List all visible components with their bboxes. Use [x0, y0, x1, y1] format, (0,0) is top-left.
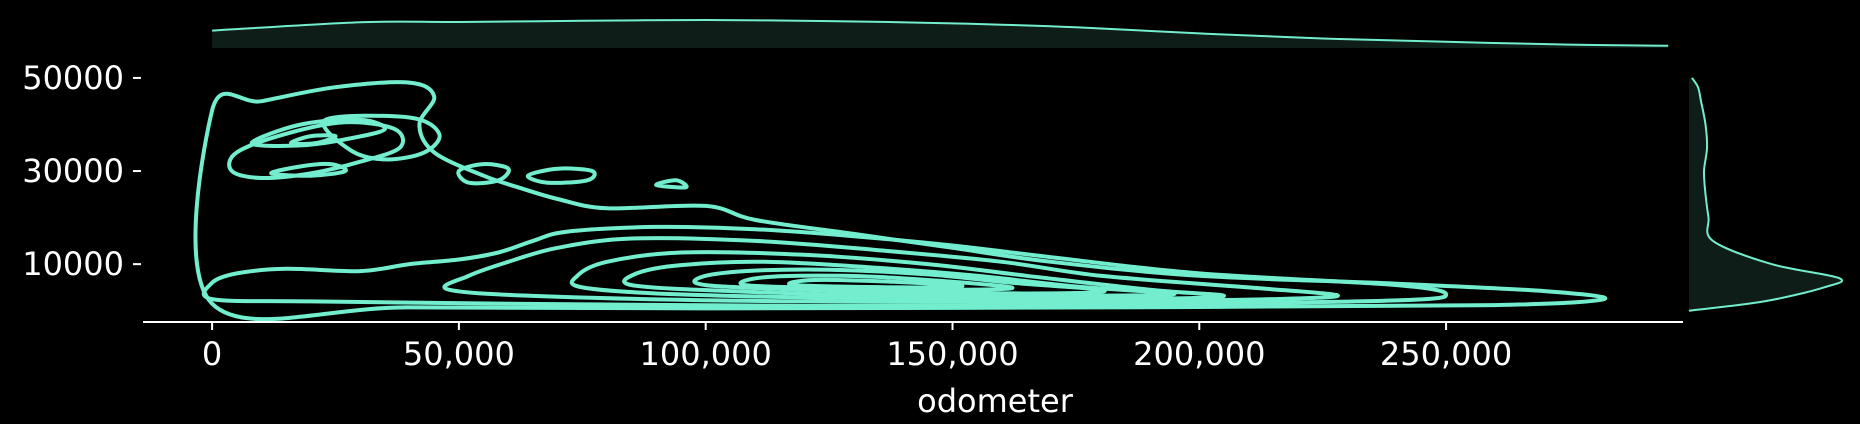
y-marginal-line: [1688, 77, 1844, 312]
x-tick-label: 50,000: [403, 335, 515, 373]
x-marginal-line: [212, 18, 1669, 47]
kde-contour-13: [525, 166, 597, 185]
y-tick-label: 50000: [22, 59, 124, 97]
kde-contour-12: [289, 133, 338, 146]
y-axis-ticks: 10000 30000 50000: [22, 59, 141, 283]
x-tick-label: 250,000: [1380, 335, 1512, 373]
kde-contour-16: [654, 178, 689, 190]
kde-contour-3: [442, 236, 1340, 304]
kde-contour-4: [569, 250, 1226, 302]
x-marginal-density: [212, 18, 1669, 48]
kde-contour-2: [201, 224, 1449, 309]
x-tick-label: 100,000: [640, 335, 772, 373]
x-tick-label: 0: [202, 335, 222, 373]
kde-contour-1: [193, 80, 1608, 322]
kde-contour-6: [692, 267, 1107, 296]
x-axis-label: odometer: [917, 382, 1074, 420]
kde-contour-14: [321, 113, 442, 162]
kde-contour-8: [787, 277, 965, 290]
y-marginal-fill: [1689, 77, 1843, 311]
y-marginal-density: [1688, 77, 1844, 312]
kde-contour-9: [227, 120, 406, 181]
kde-contours: [193, 80, 1608, 322]
x-marginal-fill: [212, 20, 1669, 48]
x-tick-label: 150,000: [886, 335, 1018, 373]
x-tick-label: 200,000: [1133, 335, 1265, 373]
y-tick-label: 10000: [22, 245, 124, 283]
kde-contour-15: [456, 162, 511, 186]
x-axis-ticks: 0 50,000 100,000 150,000 200,000 250,000: [202, 322, 1512, 373]
y-tick-label: 30000: [22, 152, 124, 190]
kde-contour-11: [269, 161, 349, 178]
